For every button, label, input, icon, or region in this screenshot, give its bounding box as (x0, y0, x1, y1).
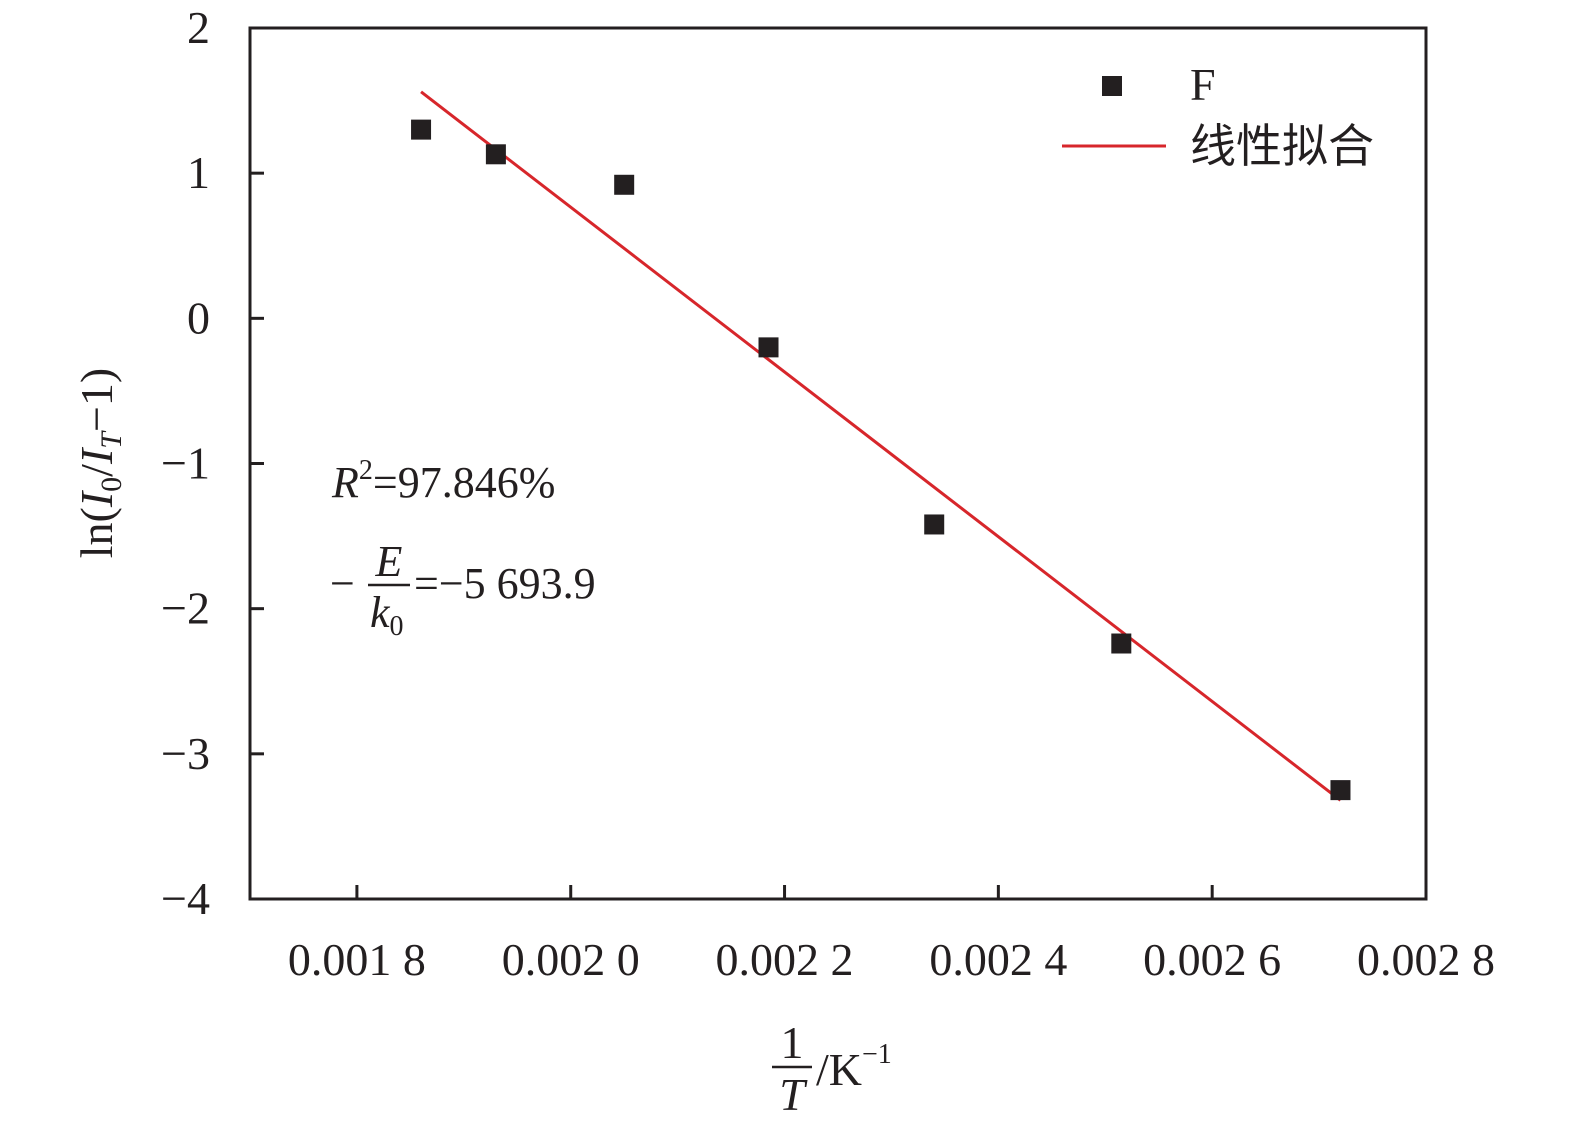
data-point (1111, 633, 1132, 654)
legend-marker-square (1102, 76, 1122, 96)
r2-value: =97.846% (373, 458, 555, 507)
y-axis-label: ln(I0/IT−1) (71, 368, 128, 559)
y-label-i1: I (71, 489, 122, 508)
legend: F 线性拟合 (1062, 59, 1374, 172)
x-tick-label: 0.002 4 (929, 934, 1067, 985)
x-tick-label: 0.002 6 (1143, 934, 1281, 985)
y-tick-label: 2 (187, 2, 210, 53)
y-tick-label: −2 (161, 583, 210, 634)
slope-denominator: k0 (370, 588, 404, 642)
y-label-pre: ln( (71, 507, 122, 558)
data-point (485, 144, 506, 165)
data-point (758, 337, 779, 358)
y-label-s1: 0 (95, 477, 128, 492)
fit-line (420, 90, 1342, 802)
slope-numerator: E (375, 537, 403, 586)
x-label-numerator: 1 (781, 1017, 804, 1068)
x-label-unit: /K−1 (816, 1039, 892, 1095)
y-tick-label: 0 (187, 292, 210, 343)
slope-minus: − (330, 559, 355, 608)
data-point (614, 174, 635, 195)
slope-den-sub: 0 (390, 611, 404, 642)
legend-label-fit: 线性拟合 (1190, 121, 1374, 172)
x-label-denominator: T (779, 1069, 808, 1120)
x-tick-label: 0.002 8 (1357, 934, 1495, 985)
data-point (411, 119, 432, 140)
x-axis-ticks: 0.001 8 0.002 0 0.002 2 0.002 4 0.002 6 0.002… (288, 885, 1495, 985)
y-label-slash: / (71, 464, 122, 477)
y-tick-label: −3 (161, 728, 210, 779)
x-label-unit-sup: −1 (862, 1039, 892, 1070)
y-tick-label: −1 (161, 438, 210, 489)
r-squared-annotation: R2=97.846% (331, 455, 555, 507)
r2-sup: 2 (359, 455, 373, 486)
data-point (924, 514, 945, 535)
y-label-s2: T (95, 430, 128, 449)
x-tick-label: 0.001 8 (288, 934, 426, 985)
annotations: R2=97.846% − E k0 =−5 693.9 (330, 455, 596, 642)
x-tick-label: 0.002 2 (716, 934, 854, 985)
slope-value: =−5 693.9 (414, 559, 596, 608)
legend-label-points: F (1190, 59, 1216, 110)
y-label-i2: I (71, 446, 122, 465)
r2-var: R (331, 458, 359, 507)
data-point (1330, 780, 1351, 801)
fit-line-layer (420, 90, 1342, 802)
x-label-unit-text: /K (816, 1044, 862, 1095)
y-tick-label: 1 (187, 147, 210, 198)
x-tick-label: 0.002 0 (502, 934, 640, 985)
data-points-layer (411, 119, 1351, 801)
x-axis-label: 1 T /K−1 (772, 1017, 892, 1120)
y-axis-ticks: −4 −3 −2 −1 0 1 2 (161, 2, 264, 924)
slope-den-var: k (370, 588, 391, 637)
y-tick-label: −4 (161, 873, 210, 924)
y-label-post: −1) (71, 368, 122, 432)
